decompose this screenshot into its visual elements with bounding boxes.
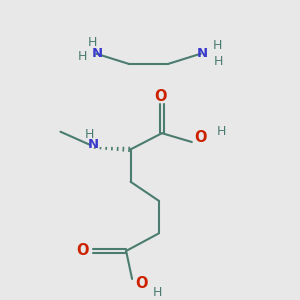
Text: O: O <box>154 89 167 104</box>
Text: O: O <box>76 244 89 259</box>
Text: O: O <box>194 130 207 145</box>
Text: H: H <box>85 128 94 141</box>
Text: H: H <box>217 125 226 138</box>
Text: H: H <box>78 50 88 63</box>
Text: N: N <box>92 47 103 60</box>
Text: N: N <box>197 47 208 60</box>
Text: O: O <box>135 276 147 291</box>
Text: H: H <box>212 39 222 52</box>
Text: H: H <box>88 36 98 49</box>
Text: H: H <box>153 286 162 299</box>
Text: N: N <box>88 139 99 152</box>
Text: H: H <box>214 56 224 68</box>
